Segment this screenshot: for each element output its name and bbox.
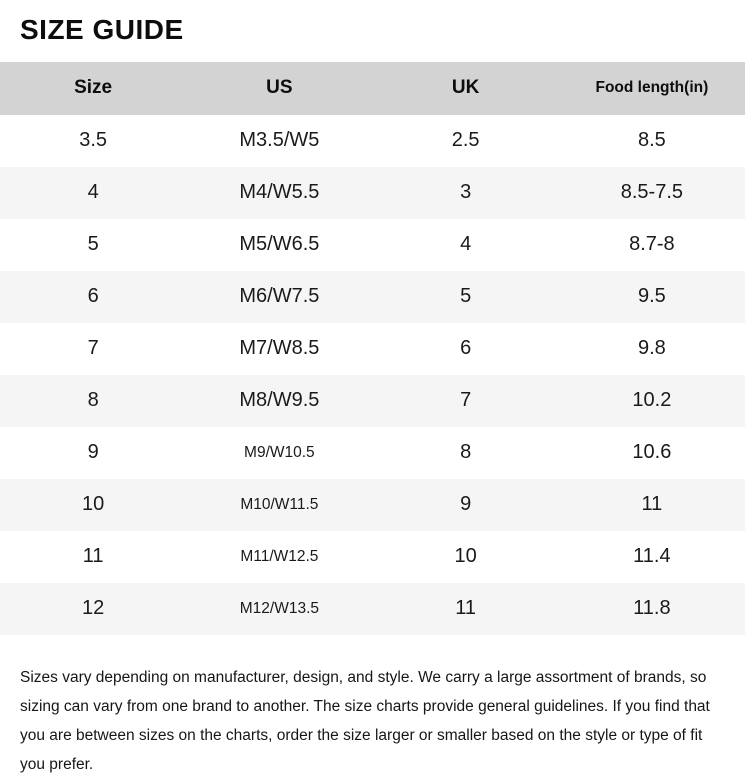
table-cell: 8.5-7.5 xyxy=(620,181,683,204)
table-cell: M10/W11.5 xyxy=(240,495,319,513)
table-cell: 6 xyxy=(87,285,99,308)
table-cell: 9 xyxy=(87,441,99,464)
table-cell: 10.6 xyxy=(632,441,672,464)
table-cell: M11/W12.5 xyxy=(240,547,319,565)
size-table: Size US UK Food length(in) 3.5 M3.5/W5 2.5 8.5… xyxy=(0,61,745,635)
table-cell: 8.5 xyxy=(637,129,666,152)
table-cell: 4 xyxy=(87,181,99,204)
table-cell: M6/W7.5 xyxy=(239,285,320,308)
page-title: SIZE GUIDE xyxy=(20,14,184,45)
table-cell: 2.5 xyxy=(451,129,480,152)
footer-note: Sizes vary depending on manufacturer, de… xyxy=(20,668,710,773)
table-cell: 10 xyxy=(82,493,105,516)
table-cell: 8.7-8 xyxy=(629,233,675,256)
table-cell: M7/W8.5 xyxy=(239,337,320,360)
table-header-row: Size US UK Food length(in) xyxy=(0,61,745,115)
table-cell: 6 xyxy=(460,337,472,360)
table-cell: 11 xyxy=(82,545,104,568)
table-cell: M4/W5.5 xyxy=(239,181,320,204)
table-cell: 7 xyxy=(87,337,99,360)
table-cell: 9.8 xyxy=(637,337,666,360)
table-cell: 5 xyxy=(87,233,99,256)
table-cell: 12 xyxy=(82,597,105,620)
table-row: 6 M6/W7.5 5 9.5 xyxy=(0,270,745,323)
table-cell: M3.5/W5 xyxy=(239,129,320,152)
table-row: 11 M11/W12.5 10 11.4 xyxy=(0,530,745,583)
table-cell: 11 xyxy=(641,493,663,516)
table-cell: 5 xyxy=(460,285,472,308)
table-cell: 3.5 xyxy=(79,129,108,152)
header-cell: UK xyxy=(451,77,480,99)
header-cell: US xyxy=(266,77,293,99)
table-cell: 4 xyxy=(460,233,472,256)
table-row: 10 M10/W11.5 9 11 xyxy=(0,478,745,531)
header-cell: Food length(in) xyxy=(595,79,709,97)
table-cell: 10.2 xyxy=(632,389,672,412)
header-cell: Size xyxy=(74,77,113,99)
table-cell: M8/W9.5 xyxy=(239,389,320,412)
table-row: 7 M7/W8.5 6 9.8 xyxy=(0,322,745,375)
table-cell: M9/W10.5 xyxy=(244,443,315,461)
table-row: 9 M9/W10.5 8 10.6 xyxy=(0,426,745,479)
table-row: 4 M4/W5.5 3 8.5-7.5 xyxy=(0,166,745,219)
table-cell: 11 xyxy=(455,597,476,620)
table-cell: 7 xyxy=(460,389,472,412)
table-cell: 8 xyxy=(460,441,472,464)
table-cell: M12/W13.5 xyxy=(239,599,319,617)
table-row: 8 M8/W9.5 7 10.2 xyxy=(0,374,745,427)
table-cell: 11.4 xyxy=(633,545,671,568)
table-cell: 3 xyxy=(460,181,472,204)
table-cell: 11.8 xyxy=(633,597,671,620)
table-cell: 8 xyxy=(87,389,99,412)
table-cell: 10 xyxy=(454,545,477,568)
table-cell: 9.5 xyxy=(637,285,666,308)
table-body: 3.5 M3.5/W5 2.5 8.5 4 M4/W5.5 3 8.5-7.5 5 M5/W6.5… xyxy=(0,114,745,635)
table-row: 5 M5/W6.5 4 8.7-8 xyxy=(0,218,745,271)
table-row: 3.5 M3.5/W5 2.5 8.5 xyxy=(0,114,745,167)
table-row: 12 M12/W13.5 11 11.8 xyxy=(0,582,745,635)
table-cell: 9 xyxy=(460,493,472,516)
table-cell: M5/W6.5 xyxy=(239,233,320,256)
